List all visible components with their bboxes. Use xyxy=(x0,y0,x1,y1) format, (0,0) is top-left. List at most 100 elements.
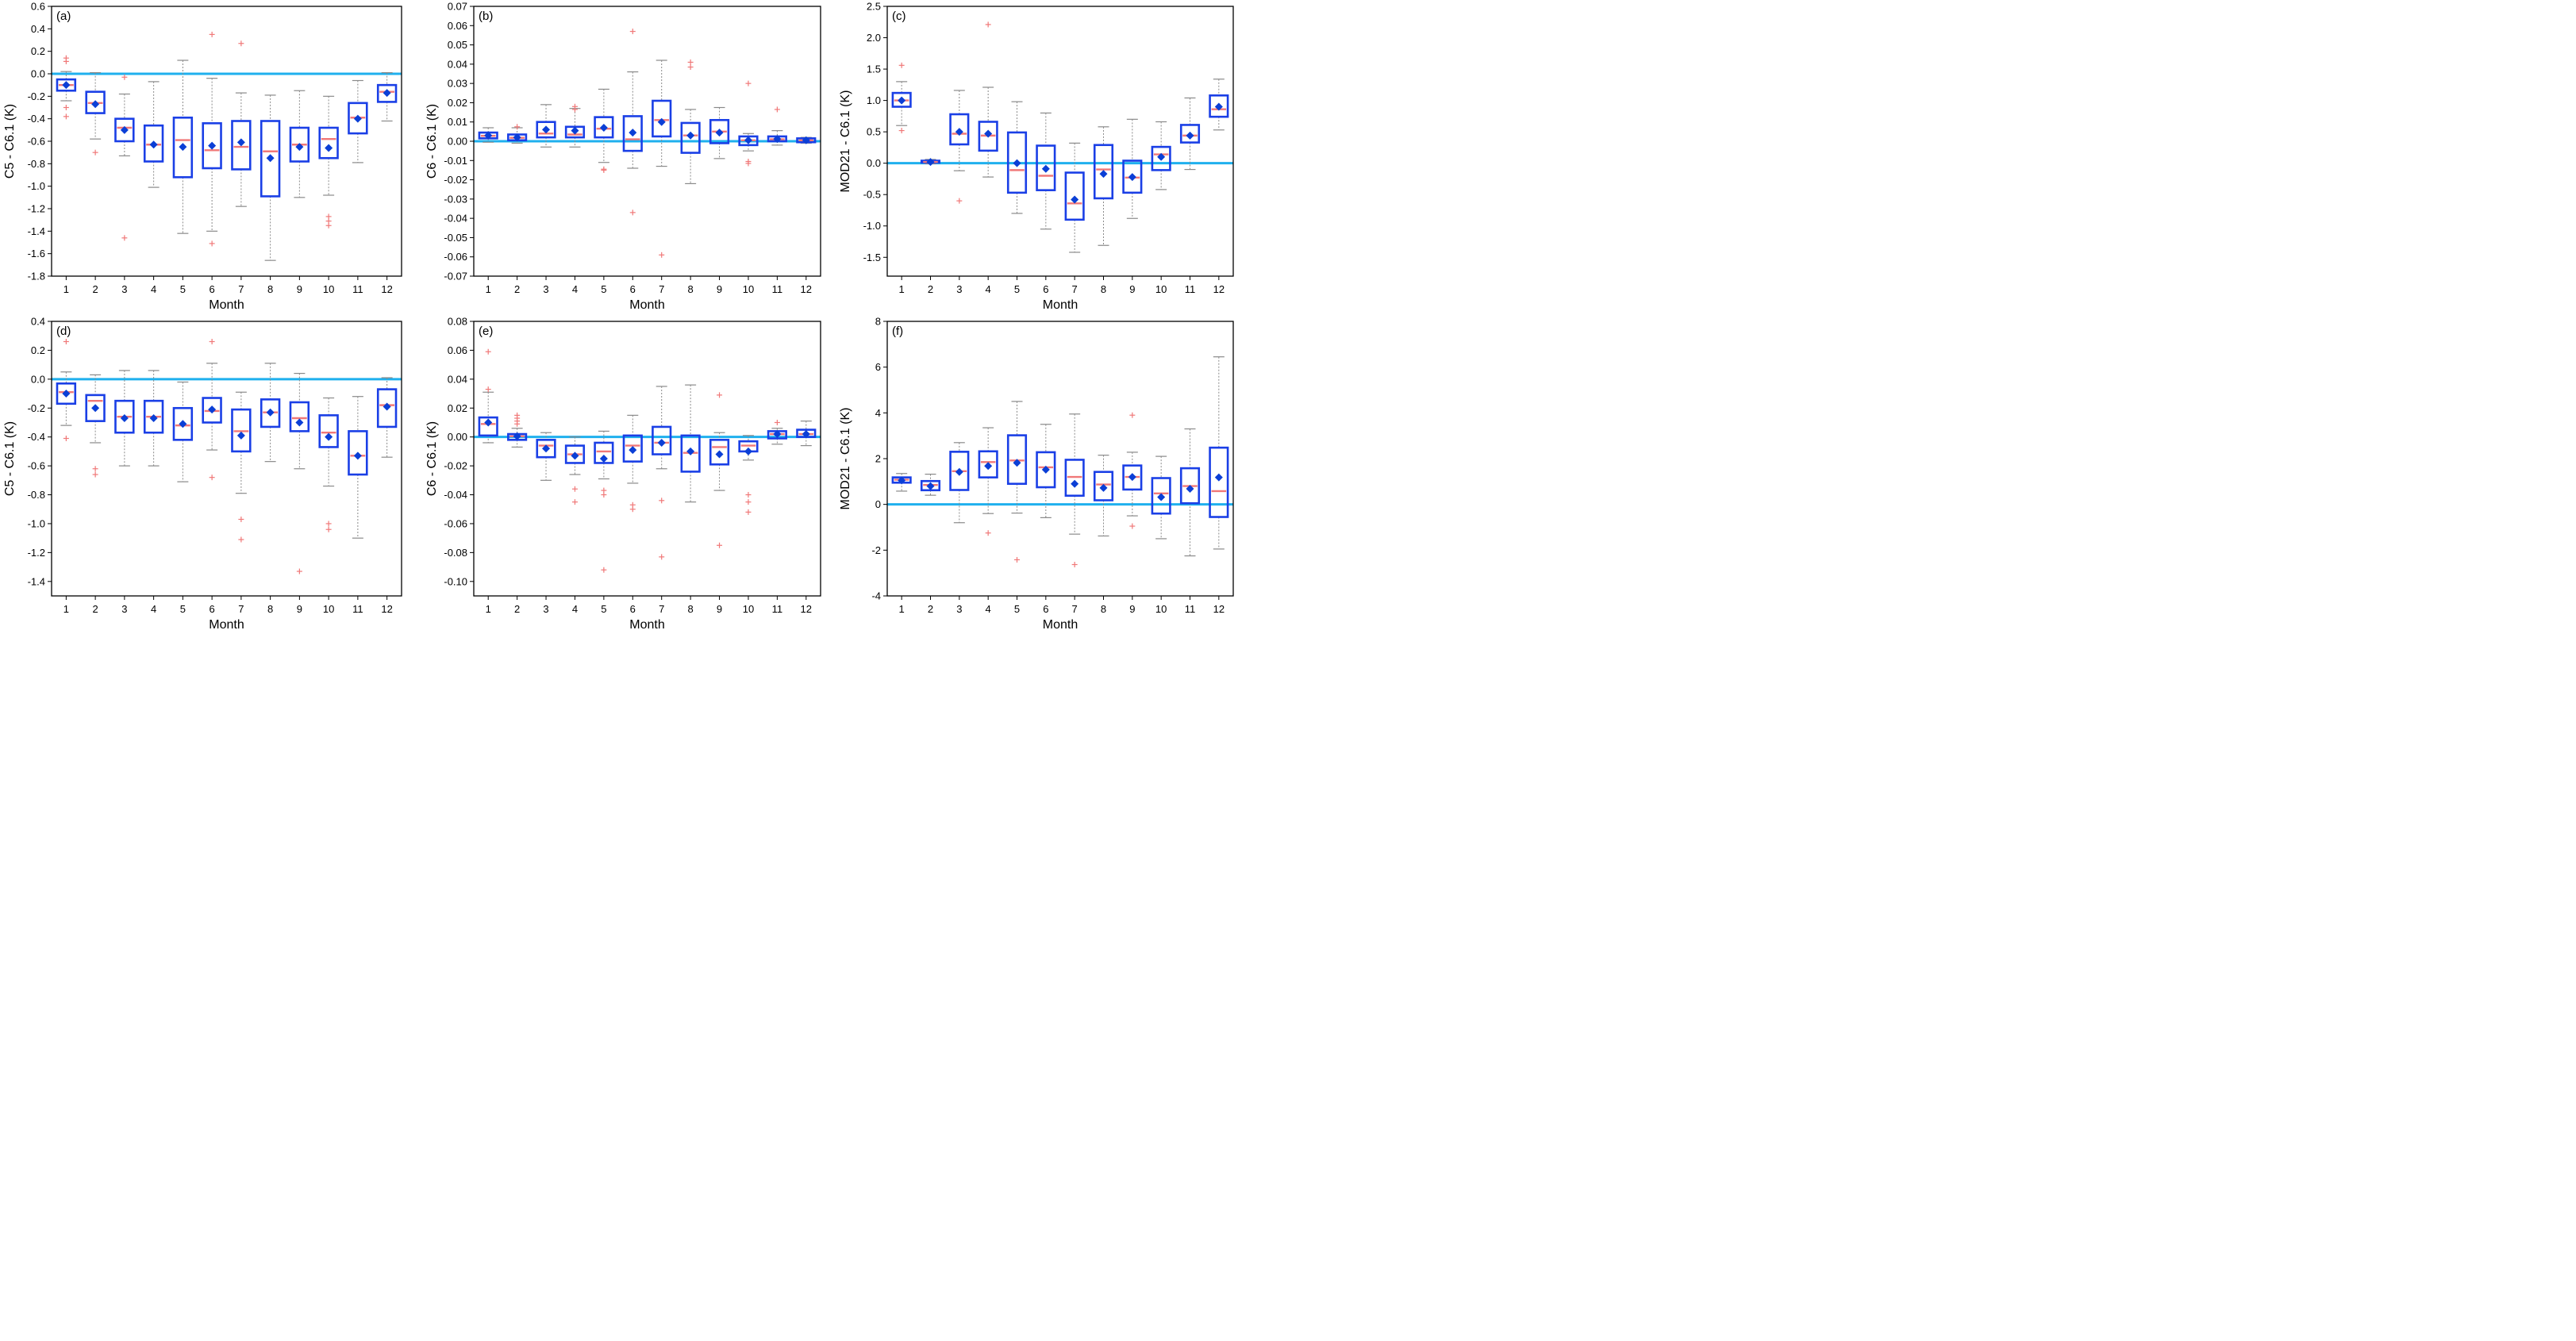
iqr-box xyxy=(289,401,310,432)
mean-marker xyxy=(1041,164,1050,173)
outlier-marker xyxy=(571,486,578,492)
box-month-11 xyxy=(767,106,787,146)
x-axis-title: Month xyxy=(1043,298,1078,312)
panel-b: -0.07 -0.06 -0.05 -0.04 -0.03 -0.02 -0.01 0.00 0… xyxy=(425,1,821,312)
x-tick-label: 12 xyxy=(801,283,812,295)
mean-marker xyxy=(62,390,71,398)
y-tick-label: -0.06 xyxy=(444,517,467,529)
panel-label: (a) xyxy=(56,10,71,23)
x-tick-label: 6 xyxy=(1043,603,1048,615)
panel-label: (b) xyxy=(479,10,493,23)
y-tick-label: -0.8 xyxy=(28,158,45,170)
box-month-10 xyxy=(738,435,759,515)
iqr-box xyxy=(680,121,701,154)
iqr-box xyxy=(1064,459,1085,498)
mean-marker xyxy=(179,420,187,428)
box-month-6 xyxy=(622,29,643,216)
y-tick-label: 0.02 xyxy=(448,402,467,414)
iqr-box xyxy=(680,434,701,473)
x-tick-label: 9 xyxy=(717,283,722,295)
iqr-box xyxy=(85,90,106,114)
mean-marker xyxy=(657,438,666,447)
y-tick-label: -0.05 xyxy=(444,232,467,244)
x-tick-label: 4 xyxy=(151,283,156,295)
mean-marker xyxy=(484,131,493,140)
x-axis-title: Month xyxy=(209,298,244,312)
box-month-2 xyxy=(85,71,106,156)
iqr-box xyxy=(1006,434,1028,486)
box-month-11 xyxy=(348,396,368,539)
box-month-12 xyxy=(376,71,398,122)
box-month-7 xyxy=(652,386,672,560)
mean-marker xyxy=(236,431,245,440)
y-tick-label: 0.05 xyxy=(448,39,467,51)
mean-marker xyxy=(1013,159,1021,167)
mean-marker xyxy=(1099,170,1108,179)
figure-canvas: -1.8-1.6-1.4-1.2-1.0-0.8-0.6-0.4-0.20.00… xyxy=(3,1,1234,632)
y-tick-label: 0.4 xyxy=(31,316,45,328)
x-tick-label: 11 xyxy=(772,603,783,615)
outlier-marker xyxy=(121,235,128,241)
x-tick-label: 7 xyxy=(238,603,244,615)
iqr-box xyxy=(114,117,135,143)
box-month-8 xyxy=(260,363,281,463)
outlier-marker xyxy=(956,198,963,204)
iqr-box xyxy=(172,116,194,179)
panel-d: -1.4-1.2-1.0-0.8-0.6-0.4-0.20.00.20.41 2 3… xyxy=(3,316,402,632)
mean-marker xyxy=(383,402,391,411)
iqr-box xyxy=(1179,124,1201,144)
y-tick-label: -0.04 xyxy=(444,489,467,501)
outlier-marker xyxy=(514,124,521,130)
box-month-10 xyxy=(318,397,339,532)
mean-marker xyxy=(236,138,245,147)
iqr-box xyxy=(348,102,368,135)
panel-label: (f) xyxy=(892,325,903,338)
y-tick-label: -0.06 xyxy=(444,251,467,263)
box-month-6 xyxy=(202,31,222,247)
outlier-marker xyxy=(629,506,636,513)
x-tick-label: 7 xyxy=(659,603,664,615)
mean-marker xyxy=(208,405,217,414)
iqr-box xyxy=(652,425,672,455)
y-tick-label: 0.04 xyxy=(448,58,467,70)
iqr-box xyxy=(709,118,730,144)
x-tick-label: 7 xyxy=(659,283,664,295)
x-tick-label: 12 xyxy=(381,603,392,615)
x-tick-label: 6 xyxy=(630,603,636,615)
outlier-marker xyxy=(659,498,665,504)
x-tick-label: 5 xyxy=(601,283,606,295)
mean-marker xyxy=(91,404,100,413)
x-tick-label: 9 xyxy=(1129,603,1135,615)
box-month-12 xyxy=(376,377,398,458)
box-month-3 xyxy=(114,370,135,467)
box-month-8 xyxy=(680,384,701,503)
x-tick-label: 10 xyxy=(1155,603,1167,615)
box-month-9 xyxy=(709,106,730,159)
outlier-marker xyxy=(571,106,578,113)
y-axis-title: C6 - C6.1 (K) xyxy=(425,421,439,496)
box-month-4 xyxy=(564,103,586,148)
mean-marker xyxy=(571,451,579,460)
box-month-2 xyxy=(920,474,941,496)
iqr-box xyxy=(172,406,194,441)
y-tick-label: -0.02 xyxy=(444,174,467,186)
y-tick-label: -0.6 xyxy=(28,460,45,472)
outlier-marker xyxy=(296,568,302,574)
outlier-marker xyxy=(985,530,991,536)
iqr-box xyxy=(536,439,556,459)
iqr-box xyxy=(143,124,164,163)
x-tick-label: 11 xyxy=(772,283,783,295)
box-month-1 xyxy=(891,473,912,492)
x-tick-label: 5 xyxy=(180,603,186,615)
mean-marker xyxy=(715,450,724,459)
outlier-marker xyxy=(63,105,69,110)
outlier-marker xyxy=(121,74,128,80)
x-tick-label: 12 xyxy=(381,283,392,295)
x-tick-label: 1 xyxy=(486,603,491,615)
x-tick-label: 3 xyxy=(121,603,127,615)
y-tick-label: -1.5 xyxy=(863,252,881,263)
x-tick-label: 1 xyxy=(899,603,905,615)
box-month-2 xyxy=(507,412,528,448)
x-tick-label: 12 xyxy=(801,603,812,615)
